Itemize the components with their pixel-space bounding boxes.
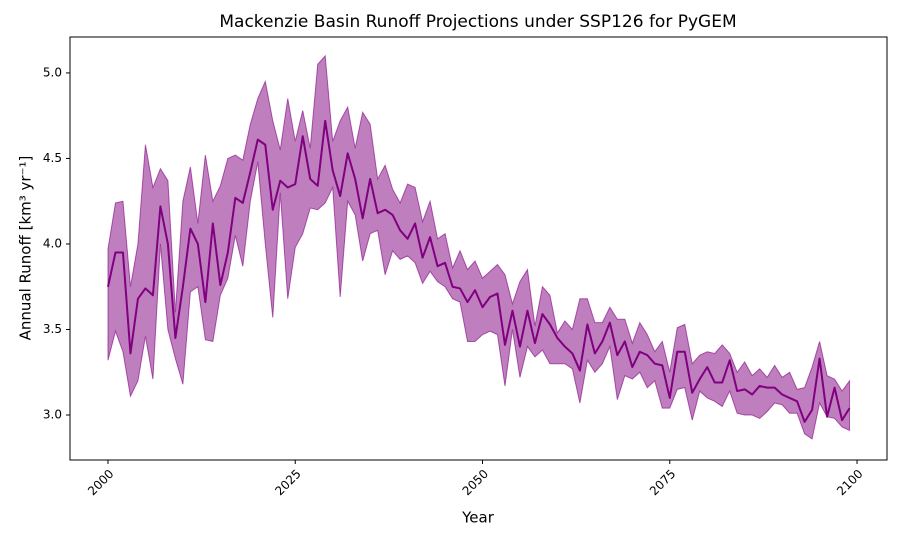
x-tick-label: 2025 [272,467,303,498]
range-band [107,54,851,440]
x-tick-label: 2000 [85,467,116,498]
y-tick-label: 3.5 [43,322,62,336]
mean-line [107,119,851,423]
plot-frame [69,36,888,461]
y-tick-label: 4.0 [43,236,62,250]
y-axis-label: Annual Runoff [km³ yr⁻¹] [17,156,35,341]
x-tick-label: 2100 [834,467,865,498]
y-tick-label: 3.0 [43,408,62,422]
chart-title: Mackenzie Basin Runoff Projections under… [219,12,736,32]
x-tick-label: 2050 [460,467,491,498]
x-tick-label: 2075 [647,467,678,498]
x-axis-label: Year [461,509,495,527]
y-tick-label: 4.5 [43,151,62,165]
y-tick-label: 5.0 [43,65,62,79]
